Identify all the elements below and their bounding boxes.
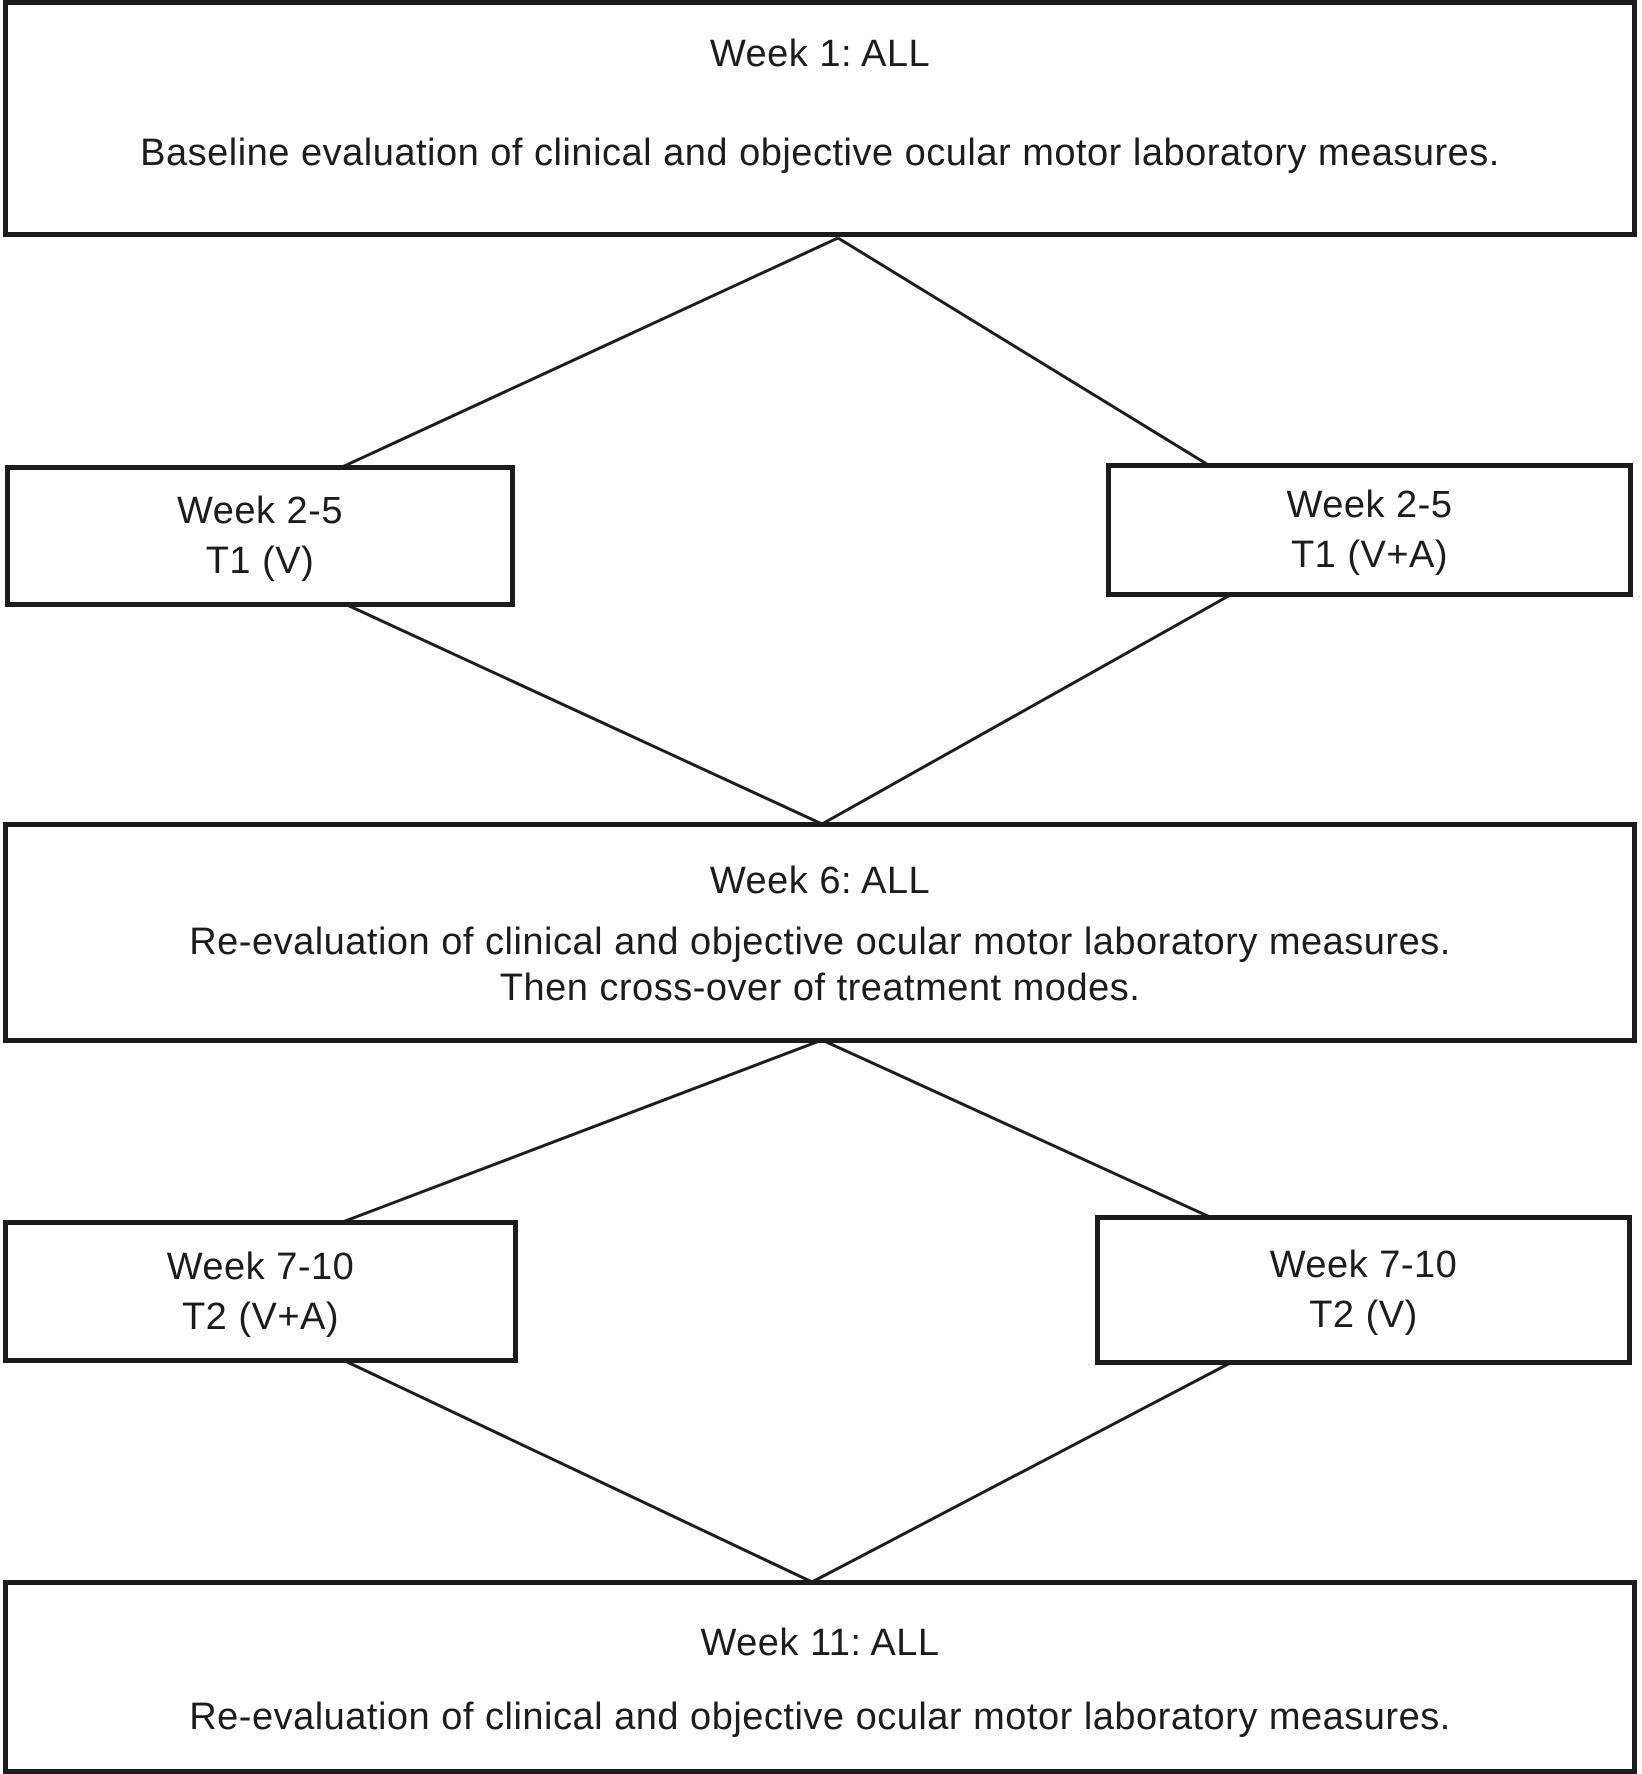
node-week2-5-t1-va-line1: Week 2-5 [1286,484,1453,526]
connector-week6-to-t2va [339,1038,823,1225]
node-week7-10-t2-va: Week 7-10 T2 (V+A) [3,1220,518,1363]
node-week1-body: Baseline evaluation of clinical and obje… [140,132,1500,174]
node-week2-5-t1-v-line1: Week 2-5 [177,490,343,532]
node-week2-5-t1-va: Week 2-5 T1 (V+A) [1106,463,1633,597]
connector-t1v-to-week6 [344,602,823,826]
node-week6-heading: Week 6: ALL [709,860,931,902]
node-week2-5-t1-v: Week 2-5 T1 (V) [5,465,515,607]
node-week7-10-t2-va-line2: T2 (V+A) [181,1295,340,1338]
node-week1-heading: Week 1: ALL [709,33,931,75]
node-week11-heading: Week 11: ALL [700,1622,940,1664]
node-week7-10-t2-v: Week 7-10 T2 (V) [1095,1215,1632,1365]
node-week7-10-t2-v-line1: Week 7-10 [1269,1244,1458,1286]
node-week11-body: Re-evaluation of clinical and objective … [189,1696,1451,1738]
node-week11-reevaluation: Week 11: ALL Re-evaluation of clinical a… [3,1580,1637,1774]
connector-week6-to-t2v [821,1038,1213,1220]
node-week2-5-t1-v-line2: T1 (V) [205,540,315,582]
connector-week1-to-t1v [339,236,839,470]
connector-t2va-to-week11 [342,1358,813,1584]
connector-t1va-to-week6 [821,592,1233,826]
node-week7-10-t2-va-line1: Week 7-10 [166,1245,355,1288]
node-week2-5-t1-va-line2: T1 (V+A) [1290,534,1449,576]
connector-t2v-to-week11 [811,1360,1233,1584]
node-week1-baseline: Week 1: ALL Baseline evaluation of clini… [3,0,1637,237]
connector-week1-to-t1va [837,236,1211,468]
node-week7-10-t2-v-line2: T2 (V) [1309,1294,1418,1336]
node-week6-crossover: Week 6: ALL Re-evaluation of clinical an… [3,822,1637,1043]
node-week6-body1: Re-evaluation of clinical and objective … [189,921,1451,963]
node-week6-body2: Then cross-over of treatment modes. [499,967,1141,1009]
